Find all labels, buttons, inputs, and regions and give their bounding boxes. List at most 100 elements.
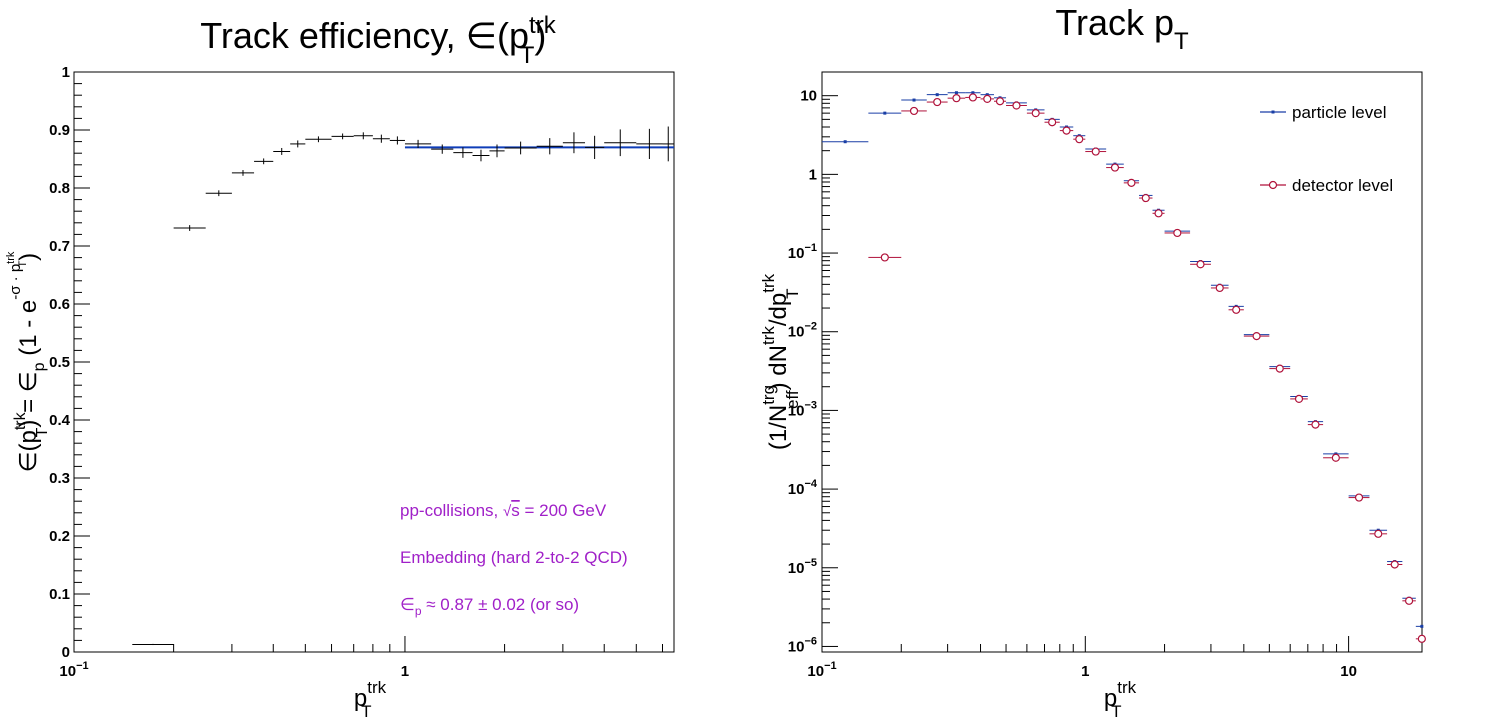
y-tick-label-base: 10 (788, 560, 805, 577)
y-tick-label: 10 (800, 88, 817, 105)
detector-point (1026, 109, 1045, 118)
data-point (504, 141, 537, 155)
detector-point (1369, 529, 1388, 538)
x-tick-label-base: 1 (1081, 663, 1089, 680)
y-tick-label-exp: −3 (804, 399, 817, 411)
particle-marker (935, 93, 939, 97)
data-point (562, 132, 586, 154)
x-tick-label-base: 10 (807, 663, 824, 680)
data-point (231, 170, 255, 176)
data-point (604, 129, 637, 157)
left-y-axis-label: ∈(ptrkT) = ∈p (1 - e-σ · ptrkT) (5, 251, 51, 472)
y-tick-label-exp: −2 (804, 321, 817, 333)
detector-marker (952, 94, 961, 103)
particle-point (901, 98, 927, 102)
data-point (205, 190, 232, 197)
right-chart-title: Track pT (1055, 2, 1189, 55)
detector-point (1243, 331, 1270, 341)
y-tick-label: 0 (62, 644, 70, 661)
detector-point (1123, 178, 1140, 187)
y-tick-label: 10−3 (788, 399, 817, 419)
data-point (331, 133, 354, 140)
data-point (472, 149, 490, 162)
particle-point (822, 140, 869, 144)
right-x-axis-label: ptrk T (1104, 678, 1137, 721)
detector-point (926, 97, 948, 107)
legend-entry-detector: detector level (1260, 176, 1393, 195)
detector-point (1006, 101, 1027, 110)
detector-point (1387, 560, 1403, 569)
particle-marker (1420, 624, 1424, 628)
y-tick-label-exp: −1 (804, 242, 817, 254)
detector-point (1059, 126, 1074, 135)
detector-marker (1331, 453, 1340, 462)
x-tick-label: 10 (1340, 663, 1357, 680)
spectrum-series (822, 91, 1426, 643)
y-tick-label-base: 10 (788, 402, 805, 419)
right-x-axis: 10−1 1 10 (807, 636, 1357, 680)
x-tick-label: 1 (401, 663, 409, 680)
detector-point (1307, 420, 1324, 429)
y-tick-label: 0.1 (49, 586, 70, 603)
detector-marker (1110, 163, 1120, 172)
detector-marker (1048, 118, 1057, 127)
legend-particle-marker (1271, 110, 1275, 114)
data-point (662, 126, 674, 162)
data-point (173, 225, 206, 231)
detector-point (947, 94, 966, 103)
detector-marker (1031, 109, 1040, 118)
detector-marker (1354, 493, 1364, 502)
y-tick-label-base: 10 (788, 638, 805, 655)
detector-point (1269, 364, 1291, 373)
data-point (353, 132, 373, 140)
particle-point (868, 111, 902, 115)
y-tick-label: 0.7 (49, 238, 70, 255)
efficiency-panel: Track efficiency, ∈(ptrk T) 0 0.1 0.2 0.3 0.4… (5, 12, 675, 721)
y-tick-label: 0.9 (49, 122, 70, 139)
particle-marker (985, 93, 989, 97)
detector-marker (1012, 101, 1021, 110)
detector-marker (1173, 228, 1182, 238)
y-tick-label-base: 10 (788, 481, 805, 498)
detector-point (993, 97, 1007, 106)
annotation-collisions: pp-collisions, √s = 200 GeV (400, 501, 607, 520)
detector-marker (1417, 634, 1426, 643)
detector-marker (1252, 331, 1261, 341)
detector-marker (995, 97, 1005, 106)
x-tick-label-exp: −1 (824, 660, 837, 672)
detector-point (1139, 193, 1153, 203)
detector-marker (1275, 364, 1284, 373)
y-tick-label: 0.4 (49, 412, 71, 429)
y-tick-label: 0.8 (49, 180, 70, 197)
y-tick-label: 0.2 (49, 528, 70, 545)
y-tick-label-base: 10 (788, 245, 805, 262)
y-tick-label: 0.5 (49, 354, 70, 371)
detector-point (1190, 260, 1211, 269)
detector-marker (1390, 560, 1399, 569)
annotation-epsilon: ∈p ≈ 0.87 ± 0.02 (or so) (400, 595, 579, 618)
data-point (431, 144, 454, 154)
particle-point (1415, 624, 1424, 628)
detector-marker (1374, 529, 1383, 538)
detector-point (1164, 228, 1191, 238)
detector-point (901, 106, 927, 116)
x-tick-label-base: 10 (1340, 663, 1357, 680)
detector-point (868, 253, 902, 262)
particle-marker (971, 91, 975, 95)
right-plot-frame (821, 71, 1423, 653)
detector-marker (909, 106, 919, 116)
y-tick-label-exp: −4 (804, 478, 817, 490)
particle-marker (954, 91, 958, 95)
detector-marker (1062, 126, 1071, 135)
detector-point (1106, 163, 1124, 172)
detector-point (1152, 209, 1165, 218)
data-point (389, 136, 405, 145)
detector-point (1402, 596, 1416, 605)
particle-marker (843, 140, 847, 144)
x-tick-label-base: 10 (59, 663, 76, 680)
y-tick-label: 10−4 (788, 478, 818, 498)
x-tick-label: 10−1 (59, 660, 88, 680)
data-point (489, 144, 505, 158)
efficiency-series (132, 126, 674, 646)
y-tick-label-base: 10 (788, 324, 805, 341)
